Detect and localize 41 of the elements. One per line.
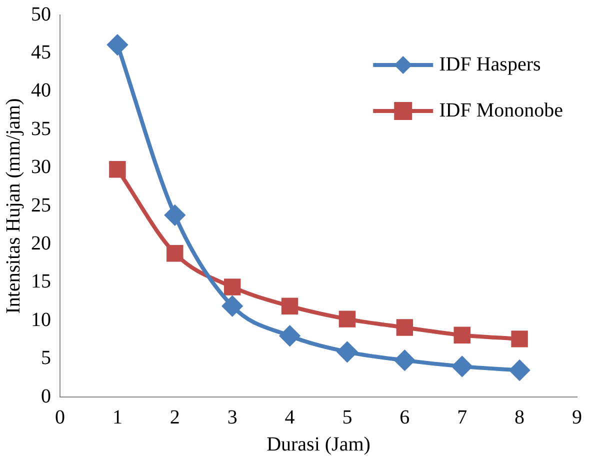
y-tick-label: 50 (31, 3, 51, 26)
point (452, 356, 472, 376)
point (164, 205, 185, 226)
y-tick-label: 40 (31, 80, 51, 102)
x-tick-label: 3 (227, 406, 238, 428)
x-tick-label: 7 (457, 406, 468, 428)
y-tick-label: 10 (31, 308, 51, 331)
point (394, 350, 415, 370)
point (338, 310, 356, 328)
y-tick-label: 0 (41, 385, 51, 408)
y-tick-label: 5 (41, 347, 51, 370)
x-tick-label: 4 (284, 406, 295, 428)
x-tick-label: 2 (170, 406, 180, 428)
x-tick-label: 1 (112, 406, 122, 428)
x-tick-label: 0 (55, 406, 65, 428)
legend-label: IDF Mononobe (439, 99, 564, 122)
point (166, 245, 184, 262)
y-tick-label: 45 (31, 41, 51, 64)
point (281, 298, 298, 314)
y-tick-label: 25 (31, 194, 51, 216)
x-tick-label: 9 (572, 406, 582, 428)
point (109, 160, 126, 178)
point (107, 34, 128, 55)
point (280, 326, 300, 346)
x-axis-title: Durasi (Jam) (266, 433, 370, 456)
point (337, 342, 358, 362)
point (222, 296, 242, 316)
x-tick-label: 6 (400, 406, 410, 428)
x-tick-label: 8 (514, 406, 525, 428)
point (454, 326, 470, 344)
y-tick-label: 30 (31, 156, 51, 178)
point (396, 319, 414, 336)
point (511, 330, 528, 348)
point (510, 360, 530, 380)
x-tick-label: 5 (342, 406, 352, 428)
point (224, 278, 241, 296)
y-axis-title: Intensitas Hujan (mm/jam) (2, 98, 24, 314)
legend-label: IDF Haspers (439, 53, 541, 76)
y-tick-label: 35 (31, 118, 51, 140)
y-tick-label: 15 (31, 270, 51, 293)
y-tick-label: 20 (31, 232, 51, 254)
